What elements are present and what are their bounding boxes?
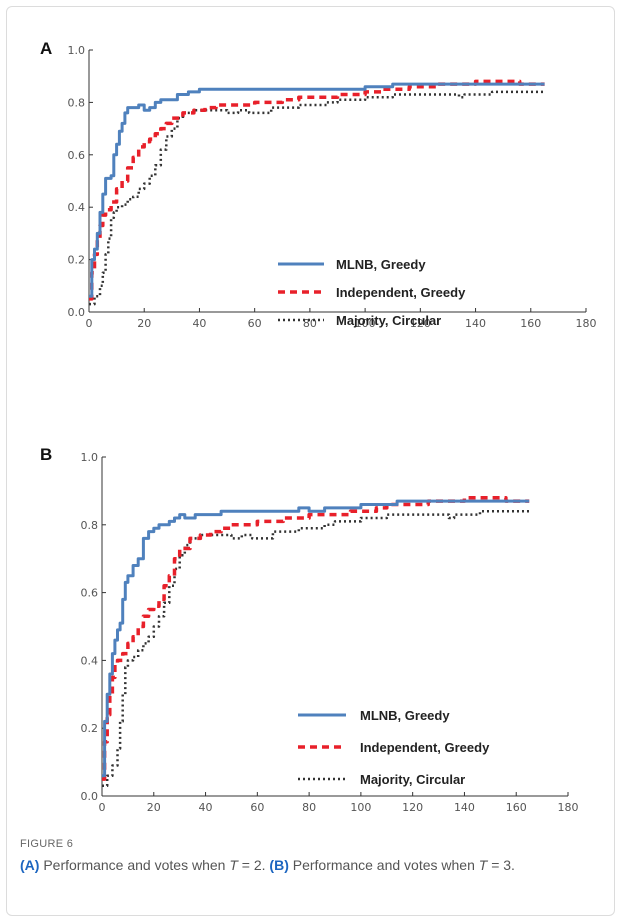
series-line-majority-circular <box>89 90 545 306</box>
series-line-mlnb-greedy <box>102 499 530 778</box>
caption-a-var: T <box>229 857 238 873</box>
y-tick-label: 0.0 <box>68 306 86 319</box>
x-tick-label: 60 <box>248 317 262 330</box>
x-tick-label: 140 <box>454 801 475 814</box>
x-tick-label: 180 <box>558 801 579 814</box>
y-tick-label: 0.2 <box>68 254 86 267</box>
y-tick-label: 0.0 <box>81 790 99 803</box>
x-tick-label: 160 <box>520 317 541 330</box>
legend-label: Independent, Greedy <box>336 285 466 300</box>
legend-label: Majority, Circular <box>360 772 465 787</box>
y-tick-label: 0.8 <box>68 96 86 109</box>
y-tick-label: 0.6 <box>68 149 86 162</box>
panel-letter: A <box>40 39 52 58</box>
caption-b-var: T <box>478 857 488 873</box>
y-tick-label: 0.4 <box>81 654 99 667</box>
x-tick-label: 60 <box>250 801 264 814</box>
x-tick-label: 100 <box>350 801 371 814</box>
legend-label: Independent, Greedy <box>360 740 490 755</box>
legend-label: Majority, Circular <box>336 313 441 328</box>
figure-caption: (A) Performance and votes when T = 2. (B… <box>20 856 600 875</box>
x-tick-label: 120 <box>402 801 423 814</box>
caption-b-eq: = 3. <box>487 857 515 873</box>
legend-label: MLNB, Greedy <box>336 257 426 272</box>
x-tick-label: 120 <box>410 317 431 330</box>
caption-b-text: Performance and votes when <box>288 857 479 873</box>
x-tick-label: 20 <box>137 317 151 330</box>
x-tick-label: 40 <box>192 317 206 330</box>
figure-label: FIGURE 6 <box>20 838 74 850</box>
caption-a-text: Performance and votes when <box>39 857 230 873</box>
panel-letter: B <box>40 445 52 464</box>
x-tick-label: 140 <box>465 317 486 330</box>
series-line-mlnb-greedy <box>89 82 545 298</box>
y-tick-label: 0.8 <box>81 519 99 532</box>
chart-panel-a: A0.00.20.40.60.81.00 20 40 60 80 100 120 140 160… <box>40 39 597 330</box>
x-tick-label: 160 <box>506 801 527 814</box>
y-tick-label: 0.6 <box>81 587 99 600</box>
caption-b-marker: (B) <box>269 857 289 873</box>
y-tick-label: 0.2 <box>81 722 99 735</box>
caption-a-marker: (A) <box>20 857 40 873</box>
y-tick-label: 0.4 <box>68 201 86 214</box>
caption-a-eq: = 2. <box>237 857 270 873</box>
series-line-independent-greedy <box>89 79 545 301</box>
x-tick-label: 80 <box>302 801 316 814</box>
x-tick-label: 100 <box>355 317 376 330</box>
x-tick-label: 0 <box>86 317 93 330</box>
x-tick-label: 180 <box>576 317 597 330</box>
series-line-independent-greedy <box>102 495 530 781</box>
x-tick-label: 20 <box>147 801 161 814</box>
x-tick-label: 40 <box>199 801 213 814</box>
x-tick-label: 0 <box>99 801 106 814</box>
series-line-majority-circular <box>102 509 530 788</box>
chart-panel-b: B 0.0 0.2 0.4 0.6 0.8 1.0 0 20 40 60 80 100 120 140 160… <box>40 445 579 814</box>
figure-card <box>6 6 615 916</box>
legend-label: MLNB, Greedy <box>360 708 450 723</box>
y-tick-label: 1.0 <box>81 451 99 464</box>
y-tick-label: 1.0 <box>68 44 86 57</box>
